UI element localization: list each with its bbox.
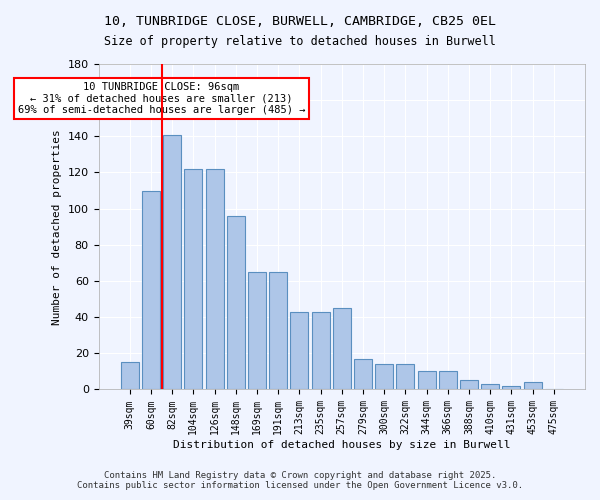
Text: 10, TUNBRIDGE CLOSE, BURWELL, CAMBRIDGE, CB25 0EL: 10, TUNBRIDGE CLOSE, BURWELL, CAMBRIDGE,… xyxy=(104,15,496,28)
Bar xyxy=(163,134,181,390)
Bar xyxy=(439,372,457,390)
Bar xyxy=(397,364,415,390)
Bar xyxy=(290,312,308,390)
Bar xyxy=(460,380,478,390)
Text: Contains HM Land Registry data © Crown copyright and database right 2025.
Contai: Contains HM Land Registry data © Crown c… xyxy=(77,470,523,490)
Bar xyxy=(248,272,266,390)
Bar xyxy=(121,362,139,390)
Bar xyxy=(375,364,393,390)
Text: 10 TUNBRIDGE CLOSE: 96sqm
← 31% of detached houses are smaller (213)
69% of semi: 10 TUNBRIDGE CLOSE: 96sqm ← 31% of detac… xyxy=(18,82,305,116)
Bar xyxy=(418,372,436,390)
Text: Size of property relative to detached houses in Burwell: Size of property relative to detached ho… xyxy=(104,35,496,48)
Bar xyxy=(206,169,224,390)
Bar xyxy=(142,190,160,390)
Bar xyxy=(269,272,287,390)
Bar xyxy=(481,384,499,390)
Bar xyxy=(354,358,372,390)
Bar xyxy=(502,386,520,390)
Bar xyxy=(333,308,351,390)
Bar xyxy=(524,382,542,390)
Bar xyxy=(311,312,329,390)
Bar xyxy=(227,216,245,390)
Y-axis label: Number of detached properties: Number of detached properties xyxy=(52,129,62,324)
Bar xyxy=(184,169,202,390)
X-axis label: Distribution of detached houses by size in Burwell: Distribution of detached houses by size … xyxy=(173,440,511,450)
